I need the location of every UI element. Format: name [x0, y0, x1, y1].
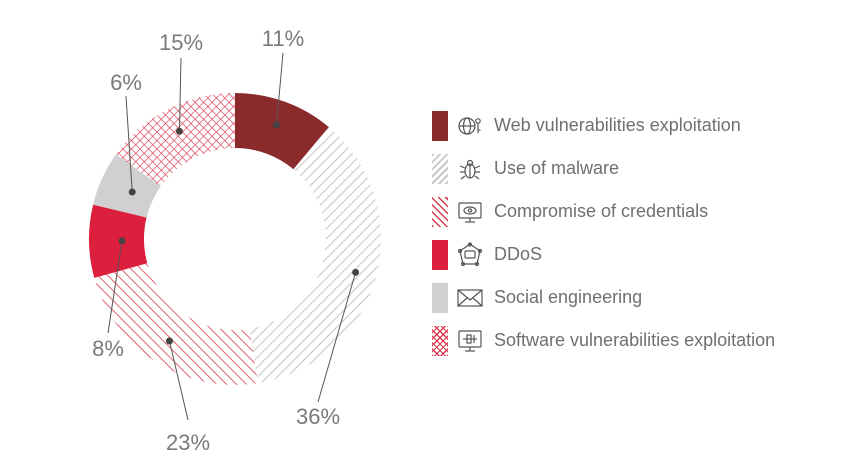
legend-label-3: Compromise of credentials: [494, 201, 709, 221]
leader-line-2: [317, 272, 357, 403]
legend-item-2: Use of malware: [432, 147, 852, 190]
legend-swatch-1: [432, 110, 448, 141]
legend-swatch-4: [432, 239, 448, 270]
bug-icon: [456, 155, 484, 183]
legend-label-1: Web vulnerabilities exploitation: [494, 115, 741, 135]
legend-label-5: Social engineering: [494, 287, 643, 307]
value-label-5: 6%: [110, 70, 142, 95]
legend-item-4: DDoS: [432, 233, 852, 276]
leader-dot-2: [352, 268, 360, 276]
legend-label-4: DDoS: [494, 244, 543, 264]
legend-swatch-6: [432, 325, 448, 356]
value-label-1: 11%: [262, 26, 304, 51]
leader-line-1: [275, 52, 284, 126]
donut-slice-4: [89, 204, 148, 278]
leader-line-4: [107, 240, 123, 334]
network-node-icon: [456, 241, 484, 269]
leader-dot-1: [272, 121, 280, 129]
leader-dot-6: [175, 127, 183, 135]
leader-dot-4: [118, 237, 126, 245]
legend-swatch-2: [432, 153, 448, 184]
value-label-4: 8%: [92, 336, 124, 361]
donut-slice-2: [249, 127, 381, 384]
value-label-2: 36%: [296, 404, 340, 429]
legend-item-3: Compromise of credentials: [432, 190, 852, 233]
monitor-code-icon: [456, 327, 484, 355]
donut-slice-5: [93, 154, 161, 218]
leader-line-6: [178, 57, 182, 132]
legend-item-5: Social engineering: [432, 276, 852, 319]
donut-slice-6: [116, 93, 235, 187]
value-label-3: 23%: [166, 430, 210, 455]
legend-label-2: Use of malware: [494, 158, 620, 178]
value-label-6: 15%: [159, 30, 203, 55]
legend-swatch-3: [432, 196, 448, 227]
legend-swatch-5: [432, 282, 448, 313]
donut-slice-1: [235, 93, 329, 170]
legend-label-6: Software vulnerabilities exploitation: [494, 330, 776, 350]
leader-dot-3: [165, 337, 173, 345]
leader-line-3: [168, 340, 189, 421]
globe-key-icon: [456, 112, 484, 140]
legend-item-1: Web vulnerabilities exploitation: [432, 104, 852, 147]
legend-item-6: Software vulnerabilities exploitation: [432, 319, 852, 362]
donut-slice-3: [94, 263, 259, 385]
envelope-icon: [456, 284, 484, 312]
leader-dot-5: [128, 188, 136, 196]
chart-legend: Web vulnerabilities exploitation Use of m…: [432, 104, 852, 362]
leader-line-5: [125, 95, 133, 193]
monitor-eye-icon: [456, 198, 484, 226]
